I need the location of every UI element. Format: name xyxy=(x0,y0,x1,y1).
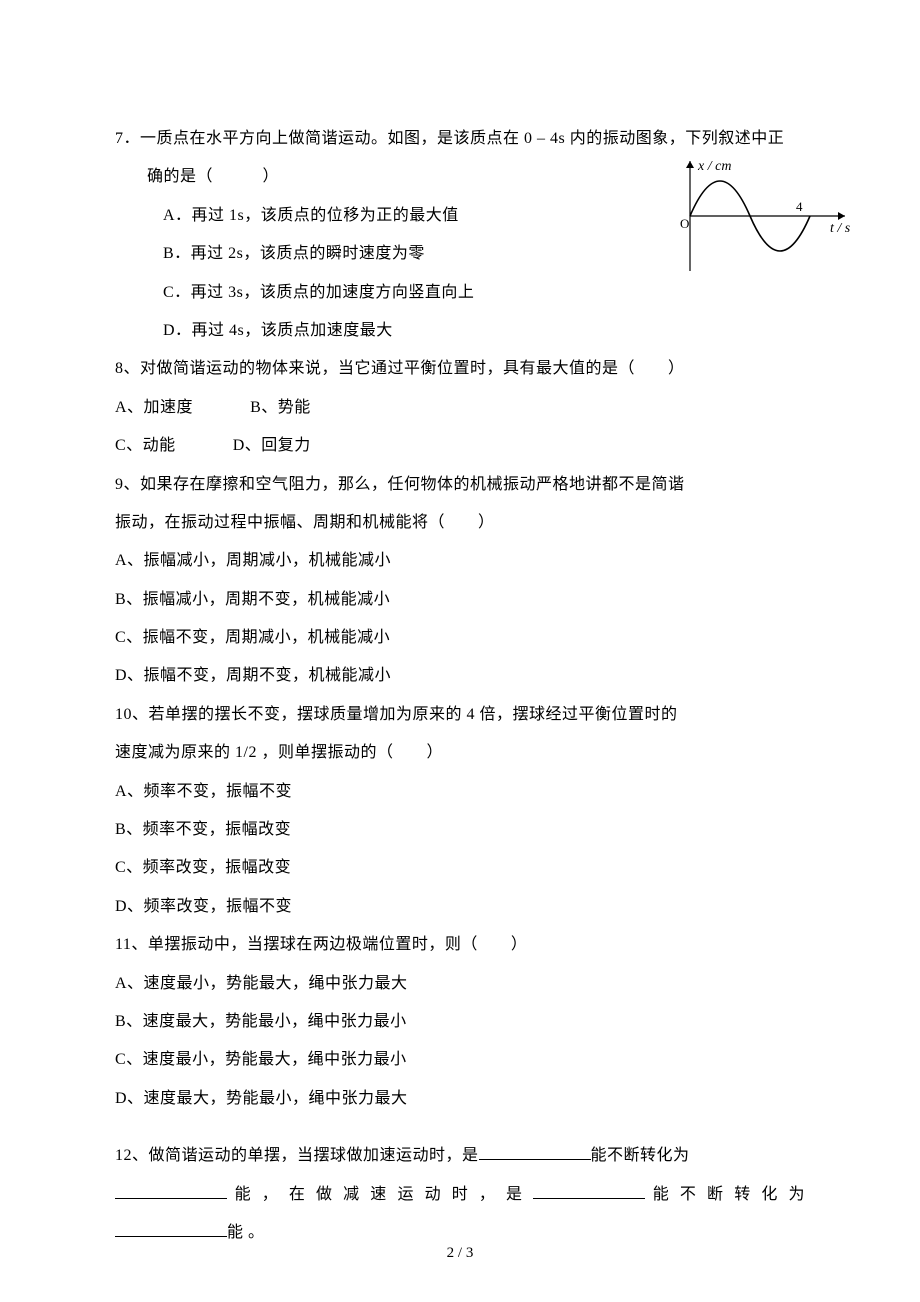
graph-xlabel: t / s xyxy=(830,221,850,236)
q12-blank2 xyxy=(115,1182,227,1199)
q12-line2: 能 ， 在 做 减 速 运 动 时 ， 是 能 不 断 转 化 为 xyxy=(115,1176,805,1214)
q12-part2: 能不断转化为 xyxy=(591,1147,690,1164)
q10-opt-b: B、频率不变，振幅改变 xyxy=(115,811,805,849)
q12-line1: 12、做简谐运动的单摆，当摆球做加速运动时，是 能不断转化为 xyxy=(115,1137,805,1175)
q8-opt-d: D、回复力 xyxy=(233,427,311,465)
q7-opt-d: D．再过 4s，该质点加速度最大 xyxy=(163,312,805,350)
q11-stem: 11、单摆振动中，当摆球在两边极端位置时，则（ ） xyxy=(115,926,805,964)
page-footer: 2 / 3 xyxy=(0,1245,920,1262)
q10-opt-c: C、频率改变，振幅改变 xyxy=(115,849,805,887)
q12-blank3 xyxy=(533,1182,645,1199)
graph-origin: O xyxy=(680,216,689,231)
graph-ylabel: x / cm xyxy=(697,159,731,174)
q10-stem-l1: 10、若单摆的摆长不变，摆球质量增加为原来的 4 倍，摆球经过平衡位置时的 xyxy=(115,696,805,734)
q12-part1: 12、做简谐运动的单摆，当摆球做加速运动时，是 xyxy=(115,1147,479,1164)
q9-opt-c: C、振幅不变，周期减小，机械能减小 xyxy=(115,619,805,657)
q8-opt-b: B、势能 xyxy=(250,389,311,427)
q12-part3a: 能 ， 在 做 减 速 运 动 时 ， 是 xyxy=(235,1186,534,1203)
q7-opt-c: C．再过 3s，该质点的加速度方向竖直向上 xyxy=(163,274,805,312)
q10-stem-l2: 速度减为原来的 1/2 ，则单摆振动的（ ） xyxy=(115,734,805,772)
q10-opt-a: A、频率不变，振幅不变 xyxy=(115,773,805,811)
graph-xtick: 4 xyxy=(796,199,803,214)
q7-stem-l1: 7．一质点在水平方向上做简谐运动。如图，是该质点在 0 – 4s 内的振动图象，… xyxy=(115,120,805,158)
q8-opt-c: C、动能 xyxy=(115,427,176,465)
q8-opts-ab: A、加速度 B、势能 xyxy=(115,389,805,427)
q9-opt-d: D、振幅不变，周期不变，机械能减小 xyxy=(115,657,805,695)
q12-blank1 xyxy=(479,1143,591,1160)
q8-opt-a: A、加速度 xyxy=(115,389,193,427)
q9-stem-l2: 振动，在振动过程中振幅、周期和机械能将（ ） xyxy=(115,504,805,542)
q9-opt-b: B、振幅减小，周期不变，机械能减小 xyxy=(115,581,805,619)
q11-opt-a: A、速度最小，势能最大，绳中张力最大 xyxy=(115,965,805,1003)
q12-part4: 能 。 xyxy=(227,1224,265,1241)
q11-opt-c: C、速度最小，势能最大，绳中张力最小 xyxy=(115,1041,805,1079)
q9-stem-l1: 9、如果存在摩擦和空气阻力，那么，任何物体的机械振动严格地讲都不是简谐 xyxy=(115,466,805,504)
q8-opts-cd: C、动能 D、回复力 xyxy=(115,427,805,465)
q12-part3b: 能 不 断 转 化 为 xyxy=(645,1186,805,1203)
q11-opt-d: D、速度最大，势能最小，绳中张力最大 xyxy=(115,1080,805,1118)
q12-blank4 xyxy=(115,1220,227,1237)
q7-graph: x / cm t / s O 4 xyxy=(670,156,850,276)
q10-opt-d: D、频率改变，振幅不变 xyxy=(115,888,805,926)
q11-opt-b: B、速度最大，势能最小，绳中张力最小 xyxy=(115,1003,805,1041)
q9-opt-a: A、振幅减小，周期减小，机械能减小 xyxy=(115,542,805,580)
q8-stem: 8、对做简谐运动的物体来说，当它通过平衡位置时，具有最大值的是（ ） xyxy=(115,350,805,388)
